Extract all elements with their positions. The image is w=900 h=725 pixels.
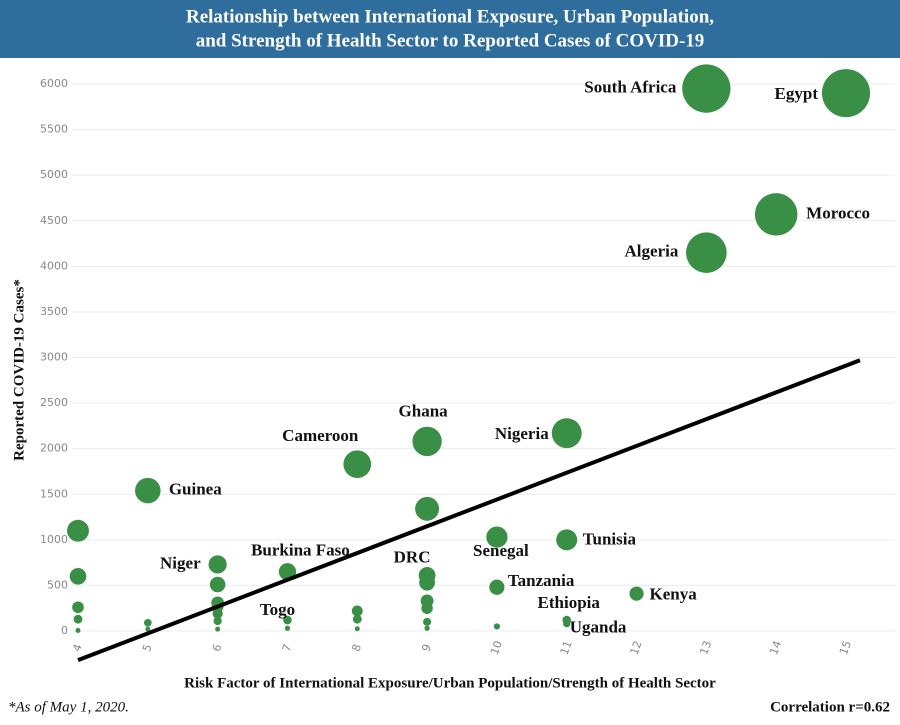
title-banner xyxy=(0,0,900,58)
point xyxy=(486,526,508,548)
point-label: Guinea xyxy=(169,480,222,499)
correlation: Correlation r=0.62 xyxy=(770,699,890,715)
point xyxy=(563,620,571,628)
footnote: *As of May 1, 2020. xyxy=(8,699,129,715)
point xyxy=(208,555,227,574)
point-label: DRC xyxy=(394,547,431,566)
y-tick-label: 4000 xyxy=(40,259,68,272)
point-label: South Africa xyxy=(584,77,677,96)
x-tick-label: 13 xyxy=(697,639,714,657)
point-label: Tanzania xyxy=(508,571,575,590)
point xyxy=(69,567,87,585)
point-label: Morocco xyxy=(806,203,870,222)
y-tick-label: 6000 xyxy=(40,77,68,90)
point xyxy=(75,628,81,634)
trendline xyxy=(77,358,861,663)
point xyxy=(351,605,363,617)
point xyxy=(419,574,435,591)
point-label: Togo xyxy=(260,600,295,619)
x-tick-label: 12 xyxy=(628,639,645,657)
point xyxy=(209,576,226,593)
point xyxy=(143,618,152,627)
y-tick-label: 3500 xyxy=(40,305,68,318)
point-label: Cameroon xyxy=(282,426,359,445)
point-label: Egypt xyxy=(775,84,819,103)
point-label: Niger xyxy=(160,553,201,572)
point xyxy=(135,477,161,504)
y-tick-label: 500 xyxy=(47,578,68,591)
x-tick-label: 11 xyxy=(558,639,575,657)
x-tick-label: 10 xyxy=(488,639,505,657)
x-axis-label: Risk Factor of International Exposure/Ur… xyxy=(184,675,716,691)
point xyxy=(424,625,430,631)
point xyxy=(73,614,83,624)
y-tick-label: 5000 xyxy=(40,168,68,181)
point xyxy=(421,602,433,614)
point xyxy=(629,586,644,601)
x-tick-label: 8 xyxy=(349,642,364,653)
point xyxy=(423,617,432,626)
point-label: Burkina Faso xyxy=(251,541,350,560)
y-tick-label: 2500 xyxy=(40,396,68,409)
x-tick-label: 6 xyxy=(210,642,225,653)
point xyxy=(215,626,221,632)
point xyxy=(489,579,505,595)
point xyxy=(754,193,798,236)
x-tick-label: 7 xyxy=(280,642,295,653)
y-tick-label: 4500 xyxy=(40,214,68,227)
y-tick-label: 2000 xyxy=(40,442,68,455)
x-tick-label: 15 xyxy=(837,639,854,657)
point xyxy=(213,616,222,626)
point xyxy=(821,69,871,118)
x-tick-label: 5 xyxy=(140,642,155,653)
x-tick-label: 14 xyxy=(767,639,784,657)
x-tick-label: 4 xyxy=(70,642,85,653)
point xyxy=(145,626,151,632)
point-label: Senegal xyxy=(473,541,529,560)
point-label: Algeria xyxy=(625,242,679,261)
point-label: Uganda xyxy=(570,618,627,637)
point-label: Ghana xyxy=(399,401,449,420)
point xyxy=(67,519,89,542)
point-label: Tunisia xyxy=(583,530,637,549)
y-tick-label: 1000 xyxy=(40,533,68,546)
point xyxy=(556,529,578,551)
y-tick-label: 5500 xyxy=(40,123,68,136)
point xyxy=(352,614,362,624)
point xyxy=(686,232,727,273)
chart-title: Relationship between International Expos… xyxy=(186,6,714,27)
point xyxy=(551,418,582,449)
point-label: Ethiopia xyxy=(538,593,601,612)
point xyxy=(354,626,360,632)
point-label: Kenya xyxy=(650,585,698,604)
point xyxy=(72,601,84,614)
y-tick-label: 0 xyxy=(61,624,68,637)
point xyxy=(682,64,731,113)
point xyxy=(284,625,291,631)
x-tick-label: 9 xyxy=(419,642,434,653)
point xyxy=(283,615,292,625)
point xyxy=(412,426,442,457)
chart-title: and Strength of Health Sector to Reporte… xyxy=(196,30,705,51)
point xyxy=(212,608,223,619)
y-tick-label: 3000 xyxy=(40,351,68,364)
point xyxy=(343,450,372,478)
point xyxy=(415,496,440,521)
y-tick-label: 1500 xyxy=(40,487,68,500)
y-axis-label: Reported COVID-19 Cases* xyxy=(11,279,27,461)
point xyxy=(493,623,501,630)
point-label: Nigeria xyxy=(495,424,549,443)
